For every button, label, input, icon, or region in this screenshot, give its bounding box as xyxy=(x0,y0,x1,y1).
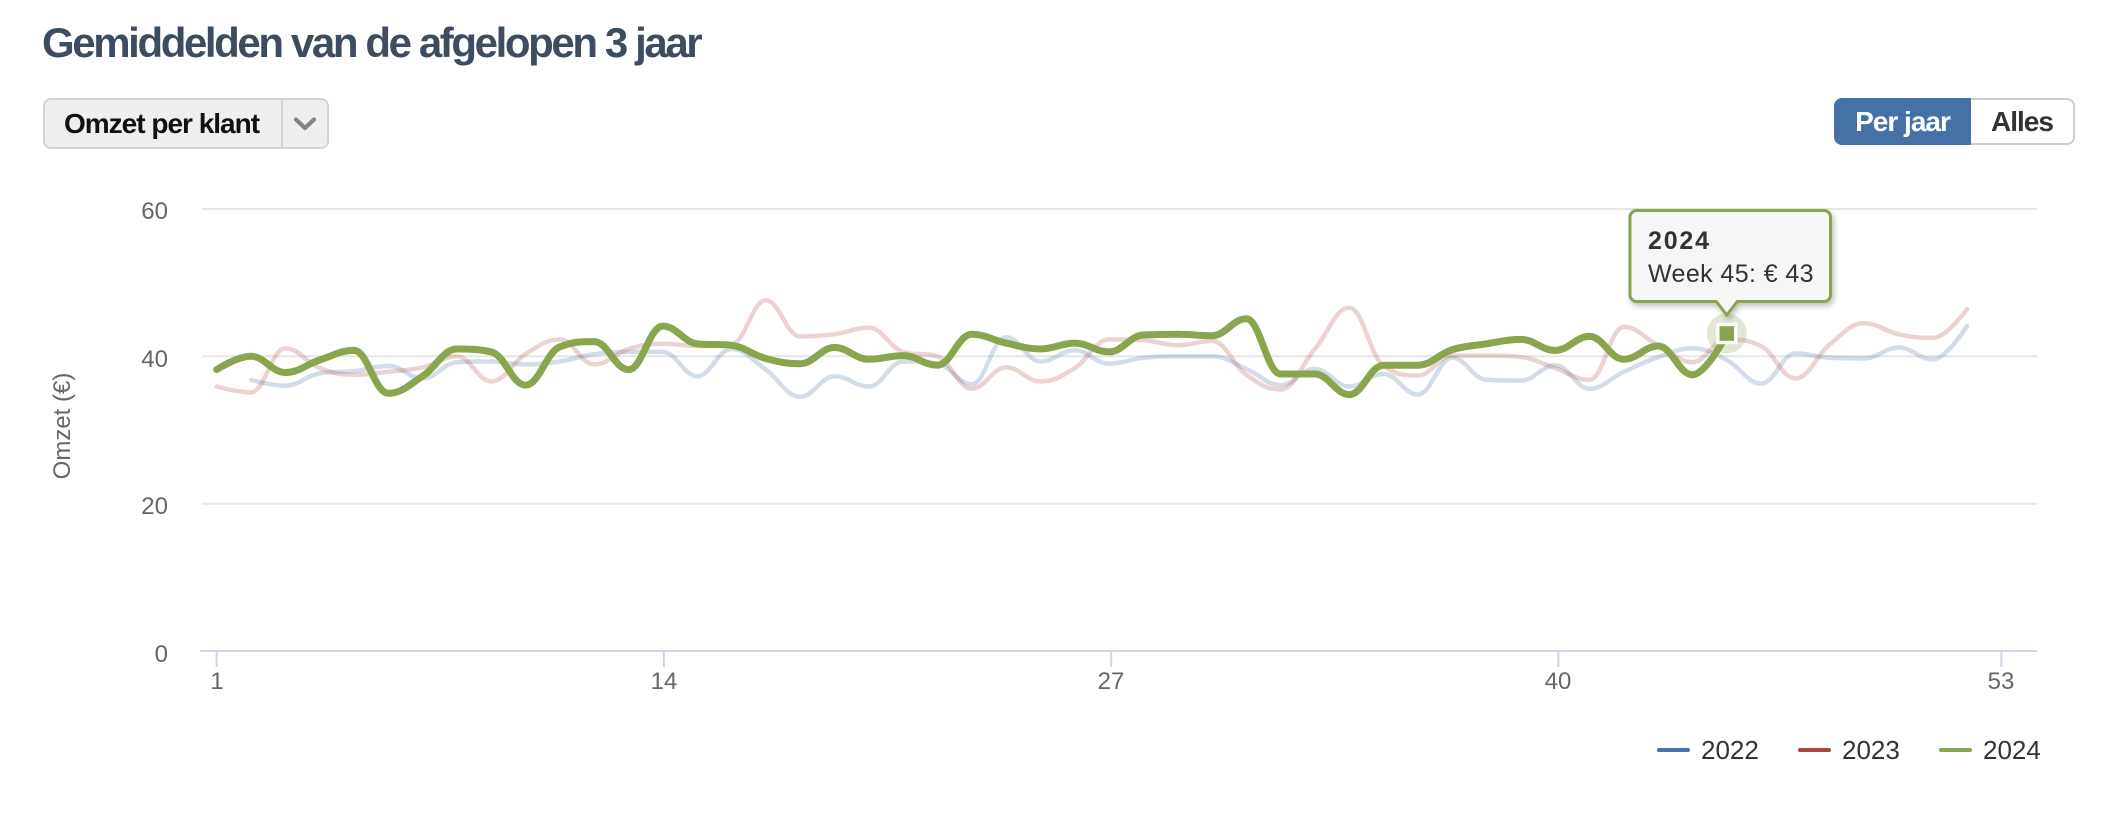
svg-text:Week 45: € 43: Week 45: € 43 xyxy=(1648,260,1814,288)
svg-text:2024: 2024 xyxy=(1648,227,1711,255)
